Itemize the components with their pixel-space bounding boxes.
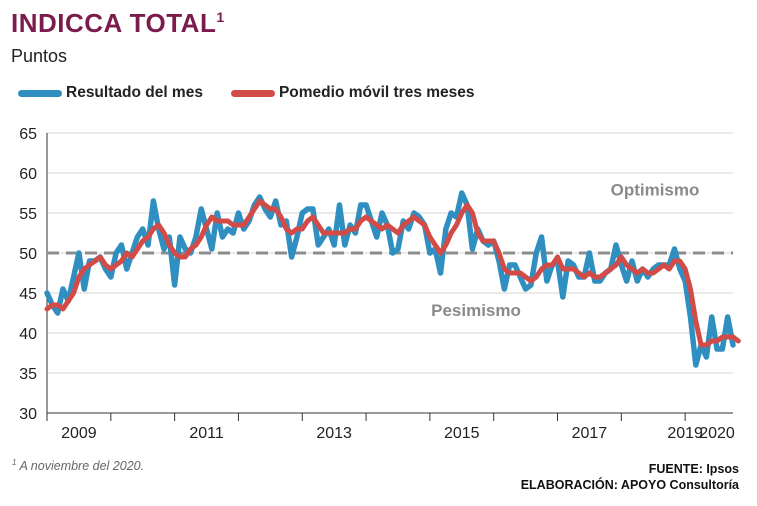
legend-label-moving-average: Pomedio móvil tres meses xyxy=(278,84,475,101)
y-tick-label: 55 xyxy=(19,206,37,223)
legend-item-moving-average: Pomedio móvil tres meses xyxy=(230,84,475,102)
series-line-moving-average xyxy=(44,198,741,348)
x-tick-label: 2019 xyxy=(667,425,703,442)
y-axis: 30 35 40 45 50 55 60 65 xyxy=(19,126,48,423)
legend-swatch-monthly xyxy=(18,89,62,97)
legend-item-monthly: Resultado del mes xyxy=(18,84,203,102)
x-tick-label: 2009 xyxy=(61,425,97,442)
elaboration-line: ELABORACIÓN: APOYO Consultoría xyxy=(520,478,739,492)
y-tick-label: 40 xyxy=(19,326,37,343)
footnote-marker: 1 xyxy=(12,458,17,467)
x-tick-label: 2017 xyxy=(572,425,608,442)
y-tick-label: 45 xyxy=(19,286,37,303)
annotation-pesimismo: Pesimismo xyxy=(431,301,521,320)
x-tick-label: 2015 xyxy=(444,425,480,442)
x-tick-label: 2013 xyxy=(316,425,352,442)
chart-title: INDICCA TOTAL1 xyxy=(11,8,225,38)
y-tick-label: 60 xyxy=(19,166,37,183)
y-tick-label: 35 xyxy=(19,366,37,383)
y-tick-label: 50 xyxy=(19,246,37,263)
annotation-optimismo: Optimismo xyxy=(611,180,700,199)
chart-legend: Resultado del mes Pomedio móvil tres mes… xyxy=(18,82,503,104)
legend-label-monthly: Resultado del mes xyxy=(66,84,203,101)
chart-subtitle: Puntos xyxy=(11,46,68,66)
series-line-monthly xyxy=(44,190,736,368)
y-tick-label: 65 xyxy=(19,126,37,143)
x-tick-label: 2011 xyxy=(189,425,224,442)
source-credits: FUENTE: Ipsos ELABORACIÓN: APOYO Consult… xyxy=(521,461,739,493)
source-line: FUENTE: Ipsos xyxy=(648,462,739,476)
x-tick-label: 2020 xyxy=(699,425,735,442)
title-footnote-marker: 1 xyxy=(216,9,225,25)
legend-swatch-moving-average xyxy=(230,89,275,97)
footnote: 1 A noviembre del 2020. xyxy=(12,458,145,474)
y-tick-label: 30 xyxy=(19,406,37,423)
